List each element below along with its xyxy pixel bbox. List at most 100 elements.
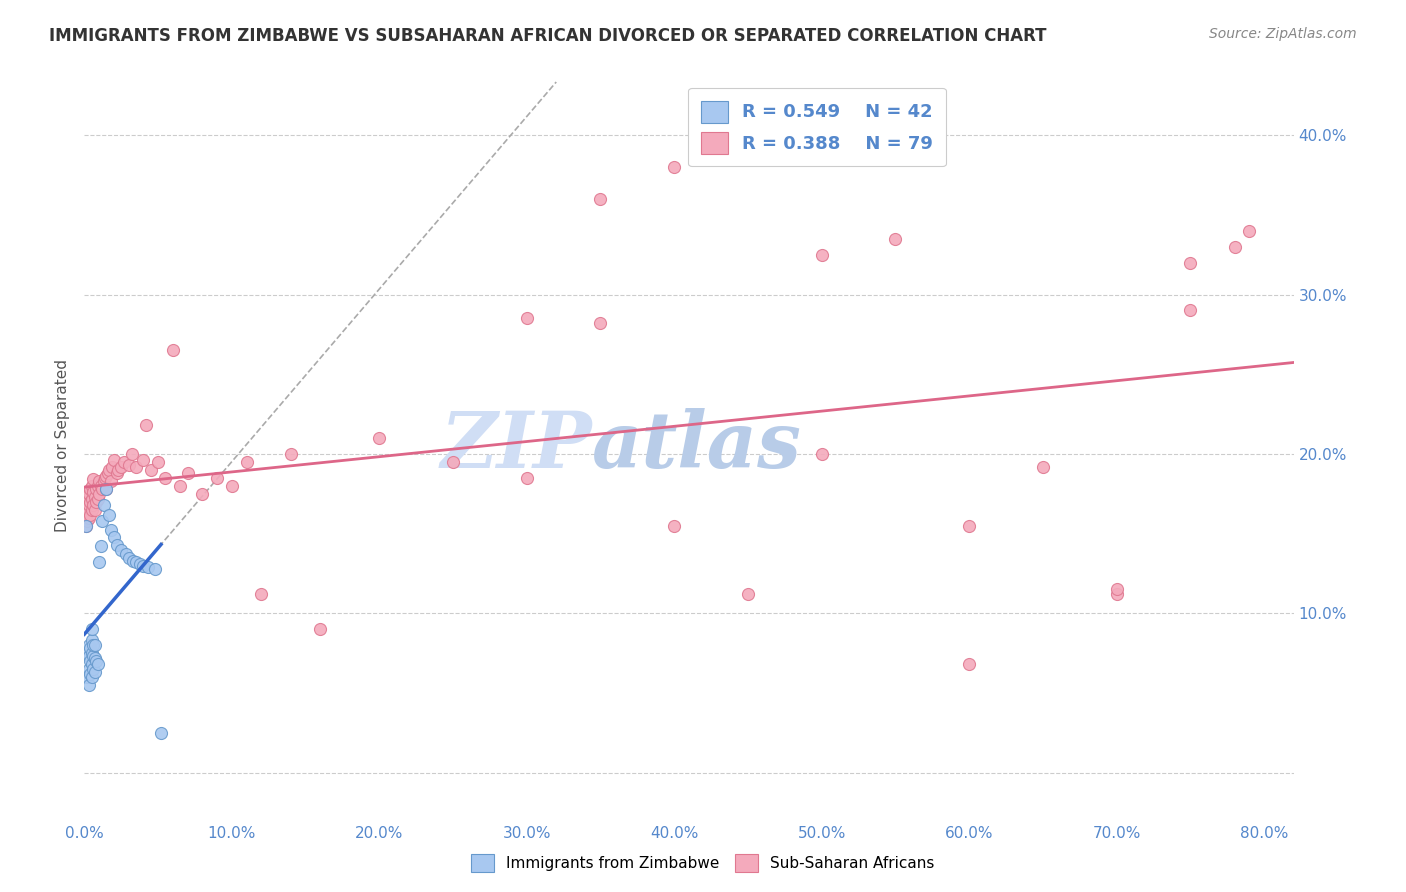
Point (100, 524, 122, 538)
Point (87, 474, 110, 488)
Point (96, 482, 118, 496)
Point (150, 726, 173, 740)
Point (83, 490, 105, 504)
Point (136, 560, 159, 574)
Point (80, 491, 103, 506)
Point (309, 623, 332, 637)
Point (83, 638, 105, 652)
Point (176, 466, 198, 480)
Point (100, 474, 122, 488)
Point (80, 670, 103, 684)
Point (75, 518, 97, 533)
Point (75, 518, 97, 533)
Point (125, 555, 148, 569)
Point (810, 248, 832, 262)
Point (83, 651, 105, 665)
Point (94, 471, 117, 485)
Point (155, 471, 177, 485)
Point (84, 482, 107, 496)
Legend: R = 0.549    N = 42, R = 0.388    N = 79: R = 0.549 N = 42, R = 0.388 N = 79 (689, 88, 946, 166)
Point (105, 538, 128, 552)
Point (107, 463, 129, 477)
Point (516, 311, 538, 326)
Point (664, 160, 686, 174)
Point (737, 587, 759, 601)
Point (132, 453, 155, 467)
Text: IMMIGRANTS FROM ZIMBABWE VS SUBSAHARAN AFRICAN DIVORCED OR SEPARATED CORRELATION: IMMIGRANTS FROM ZIMBABWE VS SUBSAHARAN A… (49, 27, 1046, 45)
Point (1180, 303, 1202, 318)
Point (103, 453, 125, 467)
Point (121, 447, 143, 461)
Point (516, 471, 538, 485)
Text: Source: ZipAtlas.com: Source: ZipAtlas.com (1209, 27, 1357, 41)
Point (250, 587, 273, 601)
Point (76, 670, 98, 684)
Point (98, 463, 121, 477)
Point (77, 487, 100, 501)
Point (79, 641, 101, 656)
Point (80, 623, 103, 637)
Point (1032, 459, 1054, 474)
Point (77, 510, 100, 524)
Point (114, 548, 136, 562)
Point (105, 466, 128, 480)
Point (84, 495, 107, 509)
Point (191, 487, 214, 501)
Point (77, 678, 100, 692)
Point (810, 447, 832, 461)
Point (110, 542, 132, 557)
Point (122, 554, 145, 568)
Point (143, 562, 166, 576)
Point (96, 469, 118, 483)
Point (101, 459, 124, 474)
Point (368, 431, 391, 445)
Point (80, 633, 103, 648)
Point (76, 514, 98, 528)
Point (235, 455, 257, 469)
Y-axis label: Divorced or Separated: Divorced or Separated (55, 359, 70, 533)
Point (125, 459, 148, 474)
Point (205, 471, 228, 485)
Point (98, 508, 121, 522)
Point (139, 463, 162, 477)
Text: atlas: atlas (592, 408, 801, 484)
Point (97, 466, 120, 480)
Point (77, 498, 100, 512)
Point (132, 558, 155, 573)
Point (91, 482, 114, 496)
Point (90, 479, 112, 493)
Point (280, 447, 302, 461)
Point (90, 540, 112, 554)
Point (79, 495, 101, 509)
Point (957, 518, 980, 533)
Point (96, 482, 118, 496)
Point (86, 657, 108, 672)
Point (83, 502, 105, 516)
Legend: Immigrants from Zimbabwe, Sub-Saharan Africans: Immigrants from Zimbabwe, Sub-Saharan Af… (464, 846, 942, 880)
Point (1239, 224, 1261, 238)
Point (82, 498, 104, 512)
Point (86, 479, 108, 493)
Point (93, 498, 115, 512)
Point (169, 479, 191, 493)
Point (79, 654, 101, 668)
Point (91, 514, 114, 528)
Point (957, 657, 980, 672)
Point (76, 491, 98, 506)
Point (884, 232, 907, 246)
Point (117, 458, 139, 472)
Point (87, 487, 110, 501)
Point (87, 555, 110, 569)
Point (80, 479, 103, 493)
Point (86, 491, 108, 506)
Point (441, 455, 464, 469)
Point (82, 662, 104, 676)
Point (79, 508, 101, 522)
Point (79, 667, 101, 681)
Point (146, 455, 169, 469)
Text: ZIP: ZIP (440, 408, 592, 484)
Point (77, 649, 100, 664)
Point (112, 455, 135, 469)
Point (82, 649, 104, 664)
Point (221, 479, 243, 493)
